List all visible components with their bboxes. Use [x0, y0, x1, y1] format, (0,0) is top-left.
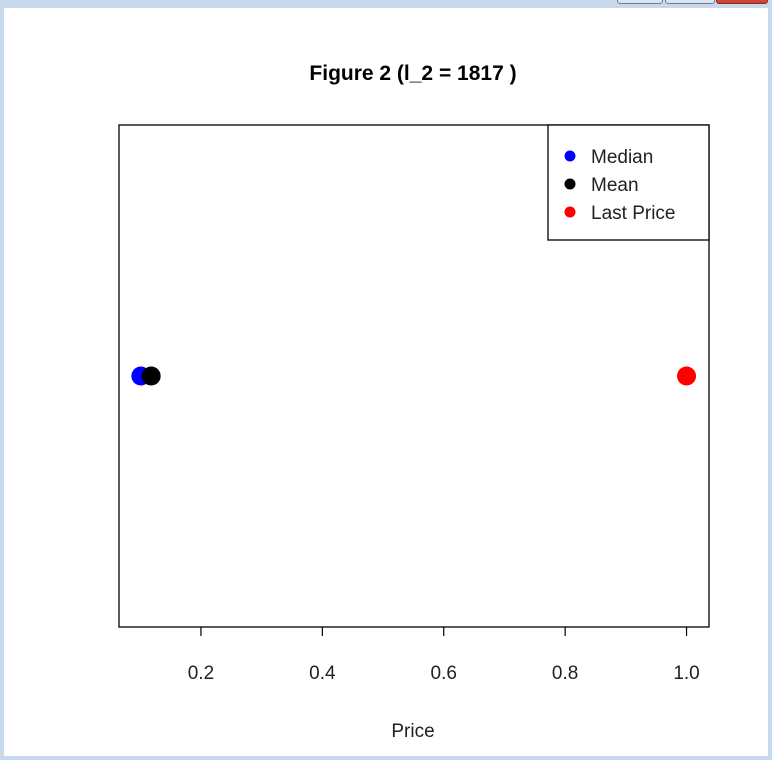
x-tick-label: 0.2	[188, 663, 214, 684]
legend-label-mean: Mean	[591, 175, 639, 196]
data-point-mean	[141, 366, 161, 386]
data-point-last-price	[677, 366, 697, 386]
x-axis-label: Price	[391, 721, 434, 742]
legend-label-median: Median	[591, 147, 653, 168]
legend-marker-median	[564, 150, 576, 162]
window-title-bar	[0, 0, 772, 8]
legend-marker-mean	[564, 178, 576, 190]
chart-title: Figure 2 (l_2 = 1817 )	[309, 62, 516, 85]
plot-area	[118, 124, 710, 628]
maximize-button[interactable]	[665, 0, 715, 4]
x-tick-label: 0.8	[552, 663, 578, 684]
legend: Median Mean Last Price	[547, 124, 710, 241]
x-tick-label: 1.0	[673, 663, 699, 684]
x-tick-label: 0.6	[431, 663, 457, 684]
legend-marker-last-price	[564, 206, 576, 218]
minimize-button[interactable]	[617, 0, 663, 4]
close-button[interactable]	[716, 0, 768, 4]
x-tick-label: 0.4	[309, 663, 336, 684]
legend-label-last-price: Last Price	[591, 203, 675, 224]
x-axis: 0.2 0.4 0.6 0.8 1.0	[188, 627, 700, 684]
data-points	[131, 366, 697, 386]
